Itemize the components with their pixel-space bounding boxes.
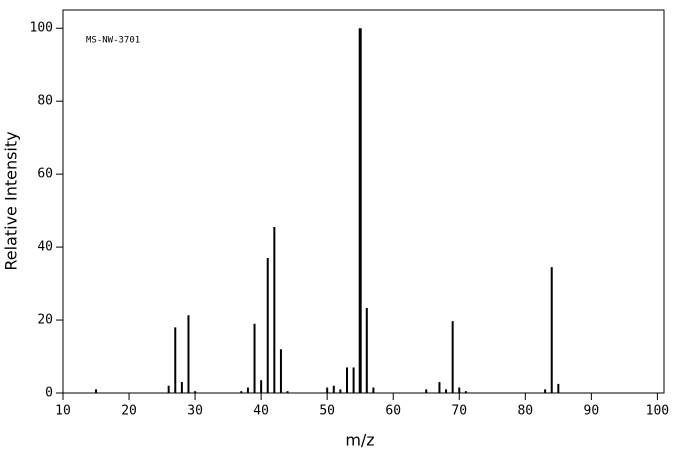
x-axis-title: m/z [345, 431, 374, 450]
y-tick-label: 40 [37, 240, 53, 255]
y-axis-title: Relative Intensity [2, 131, 21, 270]
y-tick-label: 100 [30, 21, 53, 36]
x-tick-label: 30 [187, 404, 203, 419]
x-tick-label: 70 [451, 404, 467, 419]
y-tick-label: 80 [37, 94, 53, 109]
x-tick-label: 10 [55, 404, 71, 419]
x-tick-label: 50 [319, 404, 335, 419]
plot-frame [62, 9, 665, 394]
y-tick-label: 0 [45, 386, 53, 401]
x-tick-label: 80 [517, 404, 533, 419]
annotation: MS-NW-3701 [86, 36, 140, 46]
x-tick-label: 20 [121, 404, 137, 419]
x-tick-label: 100 [646, 404, 669, 419]
y-tick-label: 60 [37, 167, 53, 182]
x-tick-label: 60 [385, 404, 401, 419]
y-tick-label: 20 [37, 313, 53, 328]
x-tick-label: 90 [584, 404, 600, 419]
x-tick-label: 40 [253, 404, 269, 419]
